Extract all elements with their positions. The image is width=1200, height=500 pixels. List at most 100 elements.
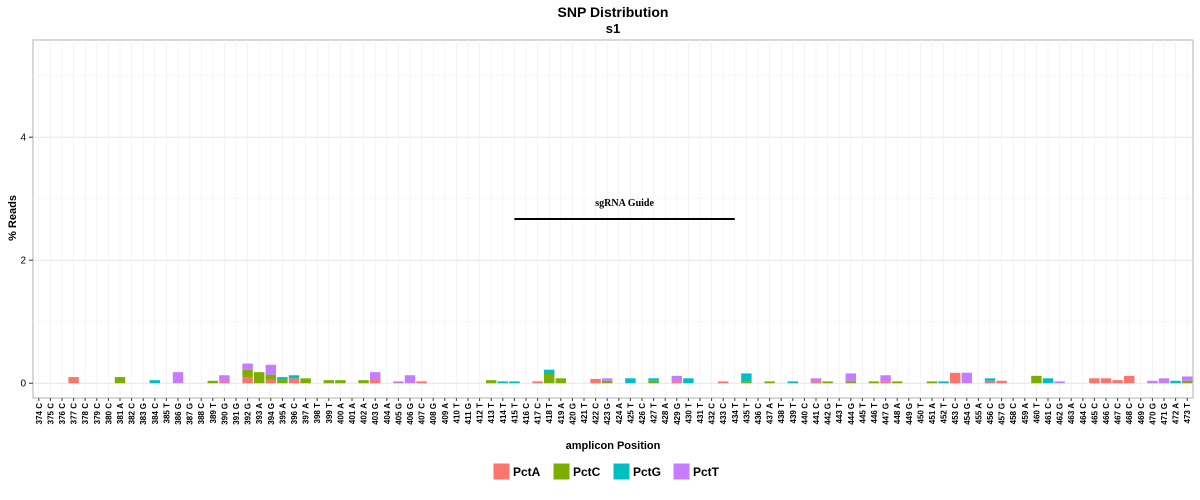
bar-segment (984, 380, 996, 384)
bar-segment (601, 378, 613, 381)
x-tick-label: 449 G (905, 403, 914, 425)
bar-segment (810, 378, 822, 382)
bar-segment (1181, 380, 1193, 384)
x-tick-label: 418 T (545, 403, 554, 424)
x-tick-label: 419 A (557, 403, 566, 424)
bar-segment (868, 381, 880, 384)
x-tick-label: 461 C (1044, 403, 1053, 425)
x-tick-label: 450 T (916, 403, 925, 424)
x-tick-label: 421 T (580, 403, 589, 424)
legend-label: PctT (693, 465, 720, 479)
x-tick-label: 454 G (963, 403, 972, 425)
x-tick-label: 440 C (800, 403, 809, 425)
x-tick-label: 424 A (615, 403, 624, 424)
x-tick-label: 433 C (719, 403, 728, 425)
x-tick-label: 463 A (1067, 403, 1076, 424)
bar-segment (880, 375, 891, 382)
legend-label: PctA (513, 465, 541, 479)
x-tick-label: 401 A (348, 403, 357, 424)
x-tick-label: 434 T (731, 403, 740, 424)
x-tick-label: 417 C (534, 403, 543, 425)
legend-swatch (612, 462, 631, 481)
y-tick-label: 2 (20, 256, 26, 267)
x-tick-label: 380 C (104, 403, 113, 425)
bar-segment (323, 380, 335, 384)
x-tick-label: 452 T (940, 403, 949, 424)
bar-segment (335, 380, 346, 384)
bar-segment (172, 372, 184, 384)
x-tick-label: 420 G (568, 403, 577, 425)
x-tick-label: 457 G (998, 403, 1007, 425)
chart-subtitle: s1 (606, 21, 620, 36)
x-tick-label: 425 T (626, 403, 635, 424)
bar-segment (253, 372, 265, 384)
bar-segment (242, 377, 253, 384)
x-tick-label: 400 A (336, 403, 345, 424)
legend-swatch (552, 462, 571, 481)
x-tick-label: 384 C (151, 403, 160, 425)
bar-segment (845, 373, 857, 382)
x-tick-label: 427 T (650, 403, 659, 424)
x-tick-label: 465 C (1090, 403, 1099, 425)
x-tick-label: 374 C (35, 403, 44, 425)
x-tick-label: 390 G (220, 403, 229, 425)
bar-segment (265, 374, 277, 380)
bar-segment (926, 381, 938, 384)
x-tick-label: 432 C (708, 403, 717, 425)
bar-segment (265, 379, 277, 384)
x-tick-label: 444 G (847, 403, 856, 425)
x-tick-label: 395 A (278, 403, 287, 424)
x-tick-label: 383 G (139, 403, 148, 425)
x-tick-label: 445 T (858, 403, 867, 424)
bar-segment (938, 381, 949, 384)
x-tick-label: 428 A (661, 403, 670, 424)
bar-segment (149, 380, 161, 384)
bar-segment (717, 381, 729, 384)
bar-segment (625, 378, 636, 384)
x-tick-label: 406 G (406, 403, 415, 425)
bar-segment (300, 378, 311, 384)
bar-segment (1112, 380, 1123, 384)
x-tick-label: 410 T (452, 403, 461, 424)
x-tick-label: 393 A (255, 403, 264, 424)
bar-segment (277, 377, 288, 380)
x-tick-label: 375 C (46, 403, 55, 425)
legend-swatch (672, 462, 691, 481)
x-tick-label: 382 C (128, 403, 137, 425)
bar-segment (485, 380, 497, 384)
bar-segment (404, 375, 416, 384)
bar-segment (265, 364, 277, 375)
x-tick-label: 437 A (766, 403, 775, 424)
x-tick-label: 430 T (684, 403, 693, 424)
x-tick-label: 414 T (499, 403, 508, 424)
x-tick-label: 402 A (360, 403, 369, 424)
bar-segment (741, 381, 752, 384)
bar-segment (277, 379, 288, 384)
x-tick-label: 448 A (893, 403, 902, 424)
bar-segment (369, 379, 381, 384)
x-tick-label: 387 G (186, 403, 195, 425)
x-tick-label: 394 G (267, 403, 276, 425)
bar-segment (219, 375, 230, 382)
x-tick-label: 413 T (487, 403, 496, 424)
x-tick-label: 386 G (174, 403, 183, 425)
bar-segment (1147, 380, 1158, 384)
x-tick-label: 441 C (812, 403, 821, 425)
x-tick-label: 462 G (1056, 403, 1065, 425)
bar-segment (1100, 378, 1112, 384)
x-tick-label: 467 C (1114, 403, 1123, 425)
x-tick-label: 446 T (870, 403, 879, 424)
x-tick-label: 464 C (1079, 403, 1088, 425)
bar-segment (219, 381, 230, 384)
x-tick-label: 422 C (592, 403, 601, 425)
x-tick-label: 408 G (429, 403, 438, 425)
x-tick-label: 472 A (1172, 403, 1181, 424)
x-tick-label: 398 T (313, 403, 322, 424)
x-tick-label: 404 A (383, 403, 392, 424)
x-tick-label: 435 T (742, 403, 751, 424)
bar-segment (949, 372, 961, 384)
bar-segment (845, 381, 857, 384)
bar-segment (358, 380, 369, 384)
bar-segment (671, 375, 683, 382)
